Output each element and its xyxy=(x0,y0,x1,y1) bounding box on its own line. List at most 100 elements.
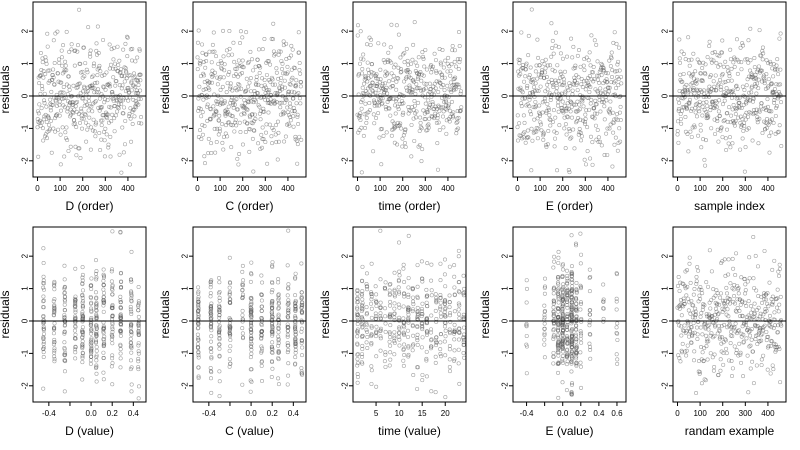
data-point xyxy=(246,59,251,64)
data-point xyxy=(709,269,714,274)
data-point xyxy=(693,69,698,74)
x-tick-label: 200 xyxy=(716,184,730,193)
data-point xyxy=(447,305,452,310)
data-point xyxy=(676,140,681,145)
data-point xyxy=(591,64,596,69)
data-point xyxy=(691,303,696,308)
data-point xyxy=(734,348,739,353)
data-point xyxy=(696,133,701,138)
data-point xyxy=(226,53,231,58)
data-point xyxy=(119,280,124,285)
data-point xyxy=(94,330,99,335)
data-point xyxy=(200,122,205,127)
data-point xyxy=(85,103,90,108)
data-point xyxy=(610,164,615,169)
y-tick-label: 1 xyxy=(341,286,350,291)
data-point xyxy=(573,332,578,337)
data-point xyxy=(727,322,732,327)
data-point xyxy=(686,58,691,63)
data-point xyxy=(700,350,705,355)
data-point xyxy=(136,326,141,331)
data-point xyxy=(722,98,727,103)
data-point xyxy=(135,55,140,60)
data-point xyxy=(452,329,457,334)
data-point xyxy=(586,58,591,63)
data-point xyxy=(614,325,619,330)
data-point xyxy=(80,360,85,365)
data-point xyxy=(729,359,734,364)
data-point xyxy=(772,86,777,91)
data-point xyxy=(405,334,410,339)
data-point xyxy=(266,59,271,64)
data-point xyxy=(735,86,740,91)
data-point xyxy=(58,132,63,137)
data-point xyxy=(703,378,708,383)
data-point xyxy=(699,77,704,82)
data-point xyxy=(733,321,738,326)
data-point xyxy=(367,71,372,76)
data-point xyxy=(283,97,288,102)
data-point xyxy=(102,138,107,143)
data-point xyxy=(735,71,740,76)
data-point xyxy=(209,356,214,361)
data-point xyxy=(110,333,115,338)
y-tick-label: -2 xyxy=(661,382,670,390)
data-point xyxy=(362,112,367,117)
data-point xyxy=(765,367,770,372)
data-point xyxy=(733,111,738,116)
data-point xyxy=(766,334,771,339)
data-point xyxy=(123,41,128,46)
data-point xyxy=(285,322,290,327)
data-point xyxy=(92,100,97,105)
data-point xyxy=(131,97,136,102)
data-point xyxy=(388,113,393,118)
data-point xyxy=(687,71,692,76)
data-point xyxy=(97,96,102,101)
data-point xyxy=(542,326,547,331)
x-tick-label: 400 xyxy=(761,184,775,193)
data-point xyxy=(726,93,731,98)
data-point xyxy=(249,89,254,94)
data-point xyxy=(62,315,67,320)
data-point xyxy=(688,280,693,285)
data-point xyxy=(736,353,741,358)
data-point xyxy=(710,99,715,104)
data-point xyxy=(392,352,397,357)
data-point xyxy=(89,104,94,109)
data-point xyxy=(254,78,259,83)
data-point xyxy=(433,86,438,91)
data-point xyxy=(258,65,263,70)
data-point xyxy=(212,126,217,131)
data-point xyxy=(433,354,438,359)
data-point xyxy=(65,138,70,143)
data-point xyxy=(122,74,127,79)
data-point xyxy=(595,127,600,132)
y-tick-label: 1 xyxy=(661,61,670,66)
data-point xyxy=(567,84,572,89)
data-point xyxy=(704,109,709,114)
data-point xyxy=(285,334,290,339)
data-point xyxy=(371,112,376,117)
data-point xyxy=(227,321,232,326)
data-point xyxy=(443,99,448,104)
data-point xyxy=(698,122,703,127)
data-point xyxy=(401,316,406,321)
data-point xyxy=(454,64,459,69)
data-point xyxy=(569,135,574,140)
data-point xyxy=(196,375,201,380)
data-point xyxy=(767,109,772,114)
data-point xyxy=(378,77,383,82)
data-point xyxy=(229,95,234,100)
data-point xyxy=(399,92,404,97)
data-point xyxy=(136,359,141,364)
data-point xyxy=(715,312,720,317)
x-axis-label: D (value) xyxy=(65,424,114,438)
data-point xyxy=(419,314,424,319)
data-point xyxy=(538,120,543,125)
data-point xyxy=(542,303,547,308)
data-point xyxy=(41,341,46,346)
data-point xyxy=(201,87,206,92)
data-point xyxy=(93,290,98,295)
data-point xyxy=(529,7,534,12)
data-point xyxy=(618,118,623,123)
